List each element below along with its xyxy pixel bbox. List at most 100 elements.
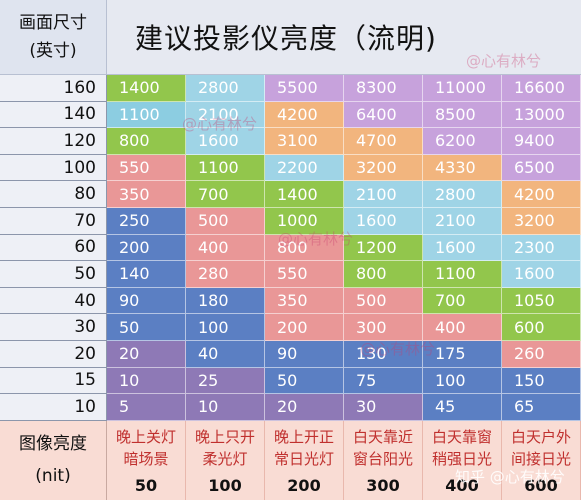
lumen-value-cell: 250 bbox=[107, 208, 186, 235]
size-header-line2: (英寸) bbox=[29, 41, 77, 61]
lumen-value-cell: 5 bbox=[107, 394, 186, 421]
lumen-value-cell: 6200 bbox=[423, 128, 502, 155]
lumen-value-cell: 2300 bbox=[502, 234, 581, 262]
lumen-value-cell: 20 bbox=[265, 394, 344, 421]
nit-value: 600 bbox=[524, 475, 558, 495]
lumen-value-cell: 75 bbox=[344, 367, 423, 395]
lumen-value-cell: 600 bbox=[502, 314, 581, 341]
lumen-value-cell: 200 bbox=[265, 314, 344, 341]
lumen-value-cell: 260 bbox=[502, 341, 581, 368]
lumen-value-cell: 50 bbox=[107, 314, 186, 341]
lumen-value-cell: 400 bbox=[186, 234, 265, 262]
lumen-value-cell: 800 bbox=[265, 234, 344, 262]
lumen-value-cell: 150 bbox=[502, 367, 581, 395]
lumen-value-cell: 1600 bbox=[502, 261, 581, 288]
lumen-value-cell: 16600 bbox=[502, 75, 581, 102]
lumen-value-cell: 90 bbox=[107, 287, 186, 315]
lumen-value-cell: 6400 bbox=[344, 101, 423, 129]
lumen-value-cell: 140 bbox=[107, 261, 186, 288]
lumen-value-cell: 1100 bbox=[423, 261, 502, 288]
lumen-value-cell: 2800 bbox=[423, 181, 502, 208]
lumen-value-cell: 1400 bbox=[107, 75, 186, 102]
lumen-value-cell: 550 bbox=[265, 261, 344, 288]
lumen-value-cell: 2100 bbox=[423, 208, 502, 235]
lumen-value-cell: 2100 bbox=[344, 181, 423, 208]
page-title: 建议投影仪亮度（流明) bbox=[135, 22, 437, 55]
lumen-value-cell: 100 bbox=[423, 367, 502, 395]
lumen-value-cell: 175 bbox=[423, 341, 502, 368]
lumen-value-cell: 10 bbox=[107, 367, 186, 395]
scenario-cell: 白天靠窗 稍强日光 400 bbox=[423, 420, 502, 500]
lumen-value-cell: 4200 bbox=[265, 101, 344, 129]
scenario-line1: 白天靠窗 bbox=[431, 427, 492, 446]
lumen-value-cell: 200 bbox=[107, 234, 186, 262]
lumen-value-cell: 1000 bbox=[265, 208, 344, 235]
scenario-line2: 暗场景 bbox=[123, 449, 169, 468]
brightness-label-line2: (nit) bbox=[35, 466, 71, 487]
lumen-value-cell: 50 bbox=[265, 367, 344, 395]
screen-size-label: 160 bbox=[0, 75, 107, 102]
lumen-value-cell: 1600 bbox=[344, 208, 423, 235]
lumen-value-cell: 10 bbox=[186, 394, 265, 421]
scenario-line2: 间接日光 bbox=[510, 449, 571, 468]
lumen-value-cell: 350 bbox=[107, 181, 186, 208]
screen-size-label: 70 bbox=[0, 208, 107, 235]
lumen-value-cell: 800 bbox=[107, 128, 186, 155]
lumen-value-cell: 700 bbox=[186, 181, 265, 208]
scenario-line1: 晚上开正 bbox=[273, 427, 334, 446]
nit-value: 300 bbox=[366, 475, 400, 495]
lumen-value-cell: 1100 bbox=[107, 101, 186, 129]
table-title: 建议投影仪亮度（流明) bbox=[107, 0, 581, 75]
scenario-line2: 常日光灯 bbox=[273, 449, 334, 468]
lumen-value-cell: 1600 bbox=[186, 128, 265, 155]
lumen-value-cell: 11000 bbox=[423, 75, 502, 102]
scenario-cell: 白天户外间接日光 600 bbox=[502, 420, 581, 500]
lumen-value-cell: 180 bbox=[186, 287, 265, 315]
lumen-value-cell: 1600 bbox=[423, 234, 502, 262]
scenario-line1: 白天户外 bbox=[510, 427, 571, 446]
lumen-value-cell: 1050 bbox=[502, 287, 581, 315]
lumen-value-cell: 3100 bbox=[265, 128, 344, 155]
lumen-value-cell: 1400 bbox=[265, 181, 344, 208]
scenario-line1: 白天靠近 bbox=[352, 427, 413, 446]
scenario-cell: 晚上开正常日光灯 200 bbox=[265, 420, 344, 500]
nit-value: 100 bbox=[208, 475, 242, 495]
lumen-value-cell: 1100 bbox=[186, 154, 265, 182]
screen-size-label: 15 bbox=[0, 367, 107, 395]
lumen-value-cell: 5500 bbox=[265, 75, 344, 102]
screen-size-label: 40 bbox=[0, 287, 107, 315]
scenario-line2: 窗台阳光 bbox=[352, 449, 413, 468]
lumen-value-cell: 4200 bbox=[502, 181, 581, 208]
image-brightness-label: 图像亮度 (nit) bbox=[0, 420, 107, 500]
scenario-line2: 稍强日光 bbox=[431, 449, 492, 468]
lumen-value-cell: 350 bbox=[265, 287, 344, 315]
lumen-value-cell: 400 bbox=[423, 314, 502, 341]
lumen-value-cell: 8300 bbox=[344, 75, 423, 102]
lumen-value-cell: 90 bbox=[265, 341, 344, 368]
nit-value: 200 bbox=[287, 475, 321, 495]
lumen-value-cell: 300 bbox=[344, 314, 423, 341]
lumen-value-cell: 550 bbox=[107, 154, 186, 182]
lumen-value-cell: 280 bbox=[186, 261, 265, 288]
lumen-value-cell: 25 bbox=[186, 367, 265, 395]
lumen-value-cell: 4700 bbox=[344, 128, 423, 155]
lumen-value-cell: 100 bbox=[186, 314, 265, 341]
screen-size-label: 120 bbox=[0, 128, 107, 155]
lumen-value-cell: 1200 bbox=[344, 234, 423, 262]
size-header-line1: 画面尺寸 bbox=[19, 13, 87, 33]
size-column-header: 画面尺寸 (英寸) bbox=[0, 0, 107, 75]
lumen-value-cell: 500 bbox=[186, 208, 265, 235]
lumen-value-cell: 9400 bbox=[502, 128, 581, 155]
lumen-value-cell: 3200 bbox=[502, 208, 581, 235]
lumen-value-cell: 130 bbox=[344, 341, 423, 368]
lumen-value-cell: 2800 bbox=[186, 75, 265, 102]
lumen-value-cell: 65 bbox=[502, 394, 581, 421]
lumen-value-cell: 45 bbox=[423, 394, 502, 421]
screen-size-label: 10 bbox=[0, 394, 107, 421]
lumen-value-cell: 3200 bbox=[344, 154, 423, 182]
screen-size-label: 20 bbox=[0, 341, 107, 368]
lumen-value-cell: 8500 bbox=[423, 101, 502, 129]
scenario-cell: 晚上关灯 暗场景 50 bbox=[107, 420, 186, 500]
lumen-value-cell: 20 bbox=[107, 341, 186, 368]
